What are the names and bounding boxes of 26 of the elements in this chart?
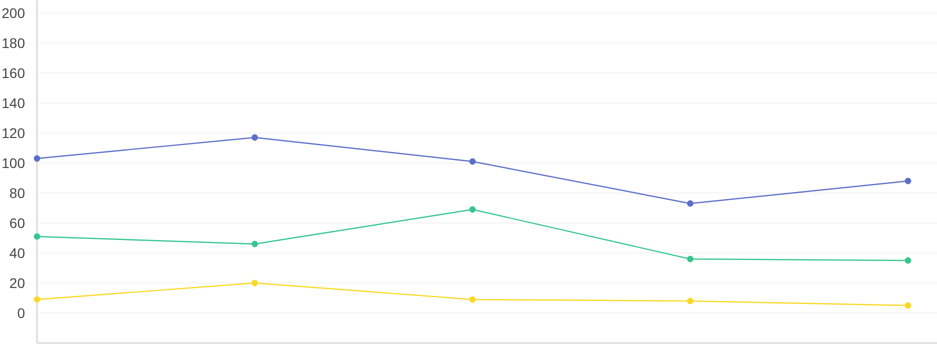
- point: [252, 280, 258, 286]
- point: [469, 206, 476, 213]
- y-tick-label: 80: [9, 184, 26, 201]
- y-tick-label: 40: [9, 244, 26, 261]
- point: [252, 134, 258, 141]
- point: [687, 200, 694, 207]
- point: [34, 155, 40, 162]
- point: [469, 296, 476, 303]
- point: [904, 178, 912, 184]
- point: [252, 240, 258, 248]
- point: [687, 256, 694, 262]
- point: [904, 257, 912, 264]
- point: [34, 296, 40, 303]
- y-tick-label: 200: [2, 4, 26, 21]
- y-tick-label: 100: [2, 154, 26, 171]
- point: [904, 302, 912, 309]
- y-tick-label: 20: [9, 274, 26, 291]
- y-tick-label: 160: [2, 64, 26, 81]
- y-tick-label: 60: [9, 214, 26, 231]
- point: [34, 233, 40, 240]
- point: [687, 298, 694, 304]
- y-tick-label: 0: [17, 304, 26, 321]
- point: [469, 158, 476, 165]
- y-tick-label: 120: [2, 124, 26, 141]
- y-tick-label: 140: [2, 94, 26, 111]
- y-tick-label: 180: [2, 34, 26, 51]
